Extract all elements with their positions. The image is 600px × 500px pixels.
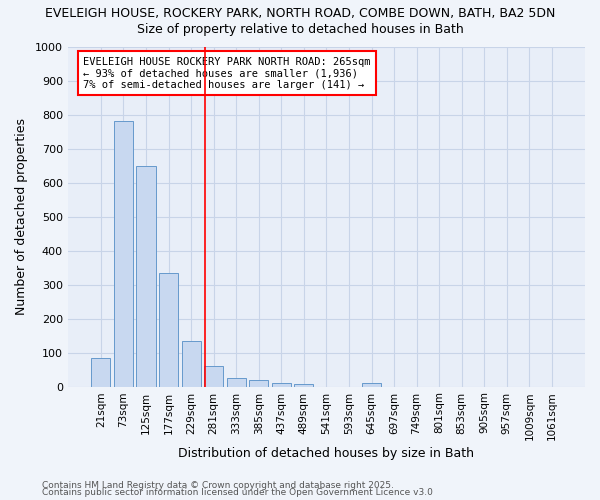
Text: Size of property relative to detached houses in Bath: Size of property relative to detached ho… [137,22,463,36]
Bar [227,378,246,386]
X-axis label: Distribution of detached houses by size in Bath: Distribution of detached houses by size … [178,447,475,460]
Text: EVELEIGH HOUSE, ROCKERY PARK, NORTH ROAD, COMBE DOWN, BATH, BA2 5DN: EVELEIGH HOUSE, ROCKERY PARK, NORTH ROAD… [45,8,555,20]
Bar [114,122,133,386]
Bar [294,384,313,386]
Bar [159,272,178,386]
Bar [272,383,291,386]
Bar [249,380,268,386]
Bar [136,166,155,386]
Bar [182,340,200,386]
Text: EVELEIGH HOUSE ROCKERY PARK NORTH ROAD: 265sqm
← 93% of detached houses are smal: EVELEIGH HOUSE ROCKERY PARK NORTH ROAD: … [83,56,371,90]
Bar [204,366,223,386]
Text: Contains public sector information licensed under the Open Government Licence v3: Contains public sector information licen… [42,488,433,497]
Bar [91,358,110,386]
Text: Contains HM Land Registry data © Crown copyright and database right 2025.: Contains HM Land Registry data © Crown c… [42,480,394,490]
Y-axis label: Number of detached properties: Number of detached properties [15,118,28,315]
Bar [362,383,381,386]
